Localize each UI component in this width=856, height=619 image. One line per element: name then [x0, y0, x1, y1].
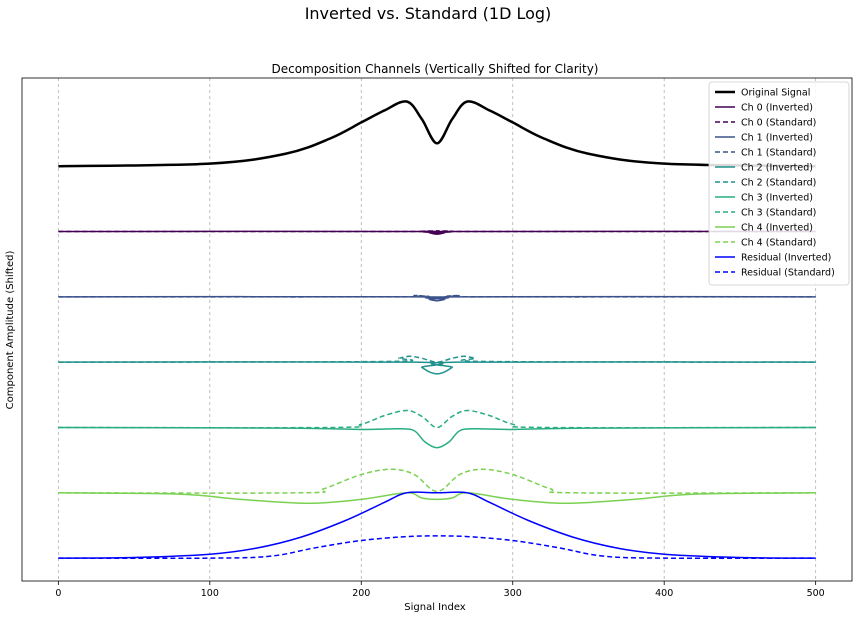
series-line-ch-3-standard — [58, 409, 816, 429]
legend-label: Ch 2 (Standard) — [741, 178, 816, 189]
x-tick-label: 400 — [655, 588, 673, 599]
series-line-residual-standard — [58, 535, 816, 560]
x-axis-ticks: 0 100 200 300 400 500 — [55, 581, 825, 599]
legend-label: Ch 3 (Inverted) — [741, 193, 813, 204]
legend-label: Ch 3 (Standard) — [741, 208, 816, 219]
legend-label: Ch 0 (Inverted) — [741, 103, 813, 114]
x-tick-label: 100 — [201, 588, 219, 599]
legend-label: Original Signal — [741, 88, 810, 99]
x-tick-label: 200 — [352, 588, 370, 599]
legend-label: Ch 1 (Inverted) — [741, 133, 813, 144]
legend-label: Ch 0 (Standard) — [741, 118, 816, 129]
legend-label: Ch 4 (Standard) — [741, 238, 816, 249]
series-line-ch-4-standard — [58, 468, 816, 494]
chart-title: Decomposition Channels (Vertically Shift… — [271, 62, 598, 76]
legend: Original Signal Ch 0 (Inverted) Ch 0 (Stan… — [708, 81, 850, 286]
y-axis-label: Component Amplitude (Shifted) — [5, 251, 16, 410]
x-tick-label: 300 — [504, 588, 522, 599]
series-line-ch-1-standard — [58, 294, 816, 299]
series-lines — [58, 100, 816, 560]
legend-label: Residual (Standard) — [741, 268, 835, 279]
series-line-ch-0-standard — [58, 230, 816, 233]
legend-label: Ch 4 (Inverted) — [741, 223, 813, 234]
x-tick-label: 500 — [807, 588, 825, 599]
legend-box — [708, 81, 850, 286]
plot-frame — [21, 77, 853, 582]
series-line-ch-4-inverted — [58, 492, 816, 505]
series-line-residual-inverted — [58, 491, 816, 559]
legend-label: Ch 1 (Standard) — [741, 148, 816, 159]
series-line-ch-2-standard — [58, 355, 816, 363]
figure-title: Inverted vs. Standard (1D Log) — [305, 4, 552, 23]
series-line-original-signal — [58, 100, 816, 168]
legend-label: Ch 2 (Inverted) — [741, 163, 813, 174]
legend-label: Residual (Inverted) — [741, 253, 831, 264]
series-line-ch-3-inverted — [58, 426, 816, 449]
x-axis-label: Signal Index — [404, 602, 466, 613]
x-tick-label: 0 — [55, 588, 61, 599]
